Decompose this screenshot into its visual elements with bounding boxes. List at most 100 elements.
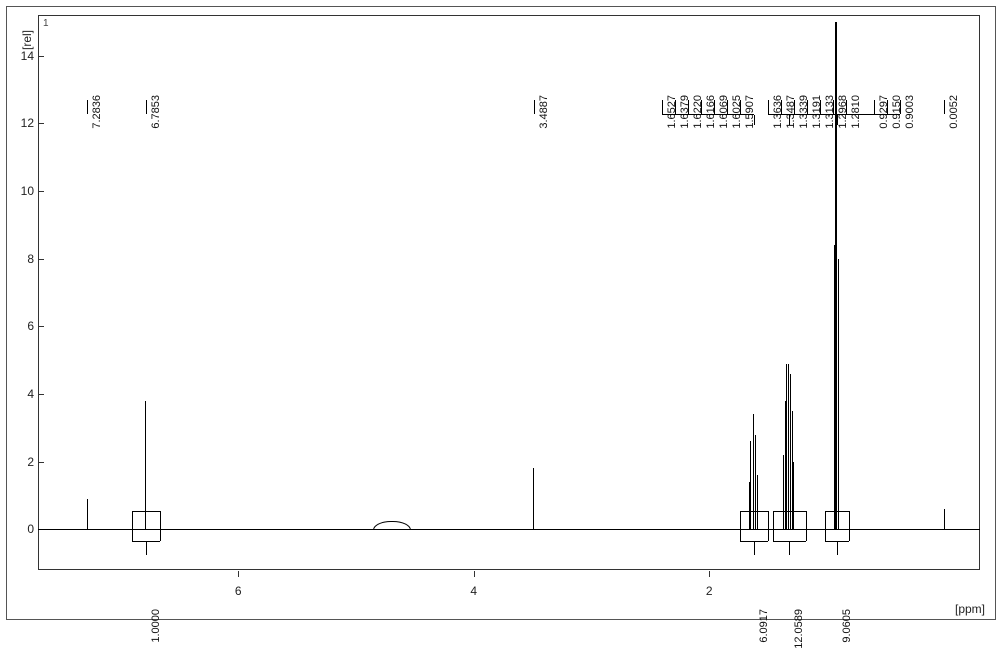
peak-label: 7.2836 [91,95,103,129]
integration-stem [146,541,147,555]
peak-label-bracket [768,114,846,115]
integration-bracket-side [160,511,161,541]
peak-label: 1.2968 [837,95,849,129]
spectrum-baseline [38,529,980,530]
peak-label-tick [820,100,821,114]
peak-label-bracket [837,114,900,115]
peak-label: 0.9150 [891,95,903,129]
integration-stem [789,541,790,555]
peak-label-tick [887,100,888,114]
y-tick-label: 2 [8,455,34,469]
integration-bracket [132,511,160,512]
peak-label-tick [874,100,875,114]
peak-label-tick [534,100,535,114]
peak-label-tick [714,100,715,114]
integration-bracket-side [806,511,807,541]
y-tick-label: 6 [8,319,34,333]
x-axis-label: [ppm] [955,602,985,616]
peak-label: 1.6220 [692,95,704,129]
peak-label: 1.3487 [785,95,797,129]
peak-label-tick [701,100,702,114]
peak-label-tick [146,100,147,114]
integration-bracket-side [132,511,133,541]
integration-value: 9.0605 [841,609,853,643]
spectrum-peak [750,441,751,529]
x-tick-label: 2 [706,584,713,598]
peak-label: 3.4887 [538,95,550,129]
peak-label: 1.6379 [679,95,691,129]
x-tick-label: 4 [470,584,477,598]
integration-bracket [825,511,849,512]
integration-bracket-side [825,511,826,541]
y-tick-label: 4 [8,387,34,401]
x-tick-mark [709,571,710,577]
spectrum-peak [757,475,758,529]
peak-label: 0.9297 [878,95,890,129]
y-tick-label: 14 [8,49,34,63]
peak-label-stem [789,115,790,125]
y-axis-label: [rel] [20,30,34,50]
peak-label: 6.7853 [150,95,162,129]
y-tick-mark [38,259,44,260]
x-tick-mark [238,571,239,577]
peak-label-tick [833,100,834,114]
y-tick-label: 10 [8,184,34,198]
peak-label-tick [807,100,808,114]
peak-label-tick [781,100,782,114]
x-tick-mark [474,571,475,577]
integration-value: 6.0917 [758,609,770,643]
plot-corner-index: 1 [43,18,49,29]
peak-label: 1.3191 [811,95,823,129]
peak-label: 1.6025 [731,95,743,129]
integration-bracket-side [773,511,774,541]
y-tick-label: 0 [8,522,34,536]
peak-label: 1.2810 [850,95,862,129]
integration-value: 12.0589 [793,609,805,649]
integration-stem [837,541,838,555]
peak-label-tick [794,100,795,114]
y-tick-mark [38,462,44,463]
spectrum-peak [145,401,146,530]
y-tick-mark [38,123,44,124]
integration-bracket [740,511,768,512]
y-tick-mark [38,326,44,327]
integration-bracket-side [849,511,850,541]
peak-label-tick [900,100,901,114]
spectrum-peak [944,509,945,529]
peak-label: 1.3133 [824,95,836,129]
peak-label: 1.3339 [798,95,810,129]
peak-label-tick [768,100,769,114]
peak-label-tick [740,100,741,114]
peak-label-tick [675,100,676,114]
peak-label: 1.6069 [718,95,730,129]
peak-label: 1.6166 [705,95,717,129]
y-tick-label: 12 [8,116,34,130]
peak-label-tick [87,100,88,114]
y-tick-mark [38,56,44,57]
peak-label: 1.6527 [666,95,678,129]
integration-stem [754,541,755,555]
peak-label: 0.9003 [904,95,916,129]
y-tick-label: 8 [8,252,34,266]
peak-label-tick [944,100,945,114]
y-tick-mark [38,394,44,395]
peak-label-tick [727,100,728,114]
integration-value: 1.0000 [150,609,162,643]
spectrum-peak [87,499,88,529]
y-tick-mark [38,191,44,192]
peak-label-stem [837,115,838,125]
peak-label-bracket [662,114,754,115]
peak-label-tick [846,100,847,114]
x-tick-label: 6 [235,584,242,598]
peak-label-tick [662,100,663,114]
integration-bracket [773,511,806,512]
integration-bracket-side [740,511,741,541]
spectrum-peak [533,468,534,529]
peak-label: 0.0052 [948,95,960,129]
peak-label-tick [688,100,689,114]
spectrum-peak [793,462,794,530]
integration-bracket-side [768,511,769,541]
peak-label-stem [754,115,755,125]
spectrum-peak [838,259,839,530]
peak-label: 1.3636 [772,95,784,129]
